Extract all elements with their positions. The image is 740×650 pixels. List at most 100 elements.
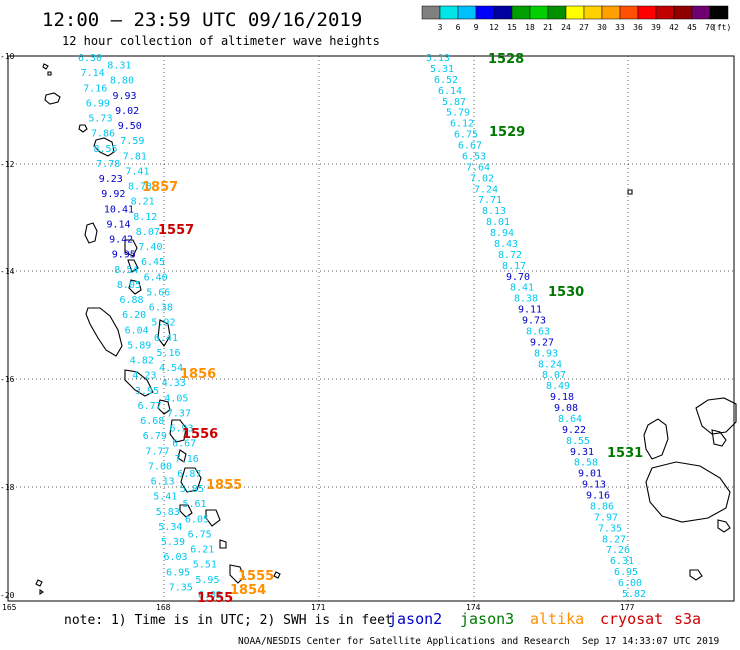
wave-height-value: 6.12 (450, 119, 474, 130)
wave-height-value: 6.93 (170, 424, 194, 435)
wave-height-value: 6.79 (143, 431, 167, 442)
wave-height-value: 8.05 (117, 280, 141, 291)
wave-height-value: 7.02 (470, 173, 494, 184)
legend-swatch (601, 5, 621, 20)
wave-height-value: 7.97 (594, 512, 618, 523)
wave-height-value: 8.17 (502, 261, 526, 272)
legend-swatch (709, 5, 729, 20)
wave-height-value: 6.88 (120, 295, 144, 306)
legend-label: 30 (597, 23, 607, 32)
lat-label-10: -10 (0, 52, 15, 61)
wave-height-value: 9.18 (550, 392, 574, 403)
wave-height-value: 6.52 (434, 75, 458, 86)
legend-label: 21 (543, 23, 553, 32)
wave-height-value: 8.07 (136, 227, 160, 238)
wave-height-value: 6.95 (614, 567, 638, 578)
pass-label-1854: 1854 (230, 583, 266, 598)
wave-height-value: 10.41 (104, 204, 134, 215)
legend-label: 12 (489, 23, 499, 32)
lat-label-20: -20 (0, 591, 15, 600)
wave-height-value: 9.01 (578, 469, 602, 480)
wave-height-value: 8.21 (131, 197, 155, 208)
wave-height-value: 8.27 (602, 534, 626, 545)
sat-altika: altika (530, 610, 584, 628)
legend-label: 3 (438, 23, 443, 32)
legend-swatch (457, 5, 477, 20)
wave-height-value: 8.86 (590, 502, 614, 513)
wave-height-value: 5.66 (146, 288, 170, 299)
wave-height-value: 8.55 (94, 144, 118, 155)
wave-height-value: 5.34 (158, 522, 182, 533)
wave-height-value: 7.00 (148, 461, 172, 472)
wave-height-value: 5.95 (195, 575, 219, 586)
wave-height-value: 9.23 (99, 174, 123, 185)
wave-height-value: 9.95 (112, 250, 136, 261)
wave-height-value: 8.93 (534, 348, 558, 359)
wave-height-value: 9.31 (570, 447, 594, 458)
legend-swatch (529, 5, 549, 20)
legend-label: 27 (579, 23, 589, 32)
pass-label-1855: 1855 (206, 478, 242, 493)
legend-swatch (637, 5, 657, 20)
legend-label: 39 (651, 23, 661, 32)
wave-height-value: 9.14 (107, 219, 131, 230)
legend-swatch (547, 5, 567, 20)
wave-height-value: 5.92 (151, 318, 175, 329)
wave-height-value: 9.22 (562, 425, 586, 436)
pass-label-1555a: 1555 (238, 569, 274, 584)
wave-height-value: 8.72 (498, 250, 522, 261)
sat-s3a: s3a (674, 610, 701, 628)
wave-height-value: 9.02 (115, 106, 139, 117)
wave-height-value: 8.38 (514, 294, 538, 305)
footer-note: note: 1) Time is in UTC; 2) SWH is in fe… (64, 613, 393, 628)
pass-label-1856: 1856 (180, 367, 216, 382)
wave-height-value: 5.13 (426, 53, 450, 64)
color-scale-legend: 3 6 9 12 15 18 21 24 27 30 33 36 39 42 45 70 (421, 5, 729, 32)
wave-height-value: 4.82 (130, 356, 154, 367)
wave-height-value: 4.05 (164, 393, 188, 404)
legend-label: 42 (669, 23, 679, 32)
wave-height-value: 9.70 (506, 272, 530, 283)
legend-swatch (493, 5, 513, 20)
pass-label-1557: 1557 (158, 223, 194, 238)
wave-height-value: 6.87 (177, 469, 201, 480)
wave-height-value: 8.55 (566, 436, 590, 447)
legend-label: 18 (525, 23, 535, 32)
lat-label-16: -16 (0, 375, 15, 384)
wave-height-value: 7.78 (96, 159, 120, 170)
wave-height-value: 8.80 (110, 76, 134, 87)
wave-height-value: 7.71 (478, 195, 502, 206)
wave-height-value: 8.13 (482, 206, 506, 217)
pass-label-1857: 1857 (142, 180, 178, 195)
wave-height-value: 3.95 (135, 386, 159, 397)
wave-height-value: 7.26 (606, 545, 630, 556)
wave-height-value: 8.43 (494, 239, 518, 250)
legend-swatch (655, 5, 675, 20)
wave-height-value: 8.58 (574, 458, 598, 469)
wave-height-value: 6.99 (86, 98, 110, 109)
footer-credit: NOAA/NESDIS Center for Satellite Applica… (238, 636, 570, 647)
wave-height-value: 5.16 (157, 348, 181, 359)
legend-swatch (673, 5, 693, 20)
wave-height-value: 5.83 (156, 507, 180, 518)
wave-height-value: 6.05 (185, 514, 209, 525)
wave-height-value: 7.41 (125, 167, 149, 178)
wave-height-value: 9.73 (522, 316, 546, 327)
legend-swatch (691, 5, 711, 20)
pass-label-1529: 1529 (489, 125, 525, 140)
wave-height-value: 5.31 (430, 64, 454, 75)
wave-height-value: 9.08 (554, 403, 578, 414)
wave-height-value: 8.54 (114, 265, 138, 276)
sat-cryosat: cryosat (600, 610, 663, 628)
wave-height-value: 8.07 (542, 370, 566, 381)
wave-height-value: 6.95 (166, 567, 190, 578)
wave-height-value: 5.41 (153, 492, 177, 503)
wave-height-value: 6.40 (144, 272, 168, 283)
wave-height-value: 6.14 (438, 86, 462, 97)
wave-height-value: 5.73 (88, 114, 112, 125)
lat-label-18: -18 (0, 483, 15, 492)
wave-height-value: 6.21 (190, 545, 214, 556)
wave-height-value: 6.45 (141, 257, 165, 268)
wave-height-value: 9.93 (113, 91, 137, 102)
